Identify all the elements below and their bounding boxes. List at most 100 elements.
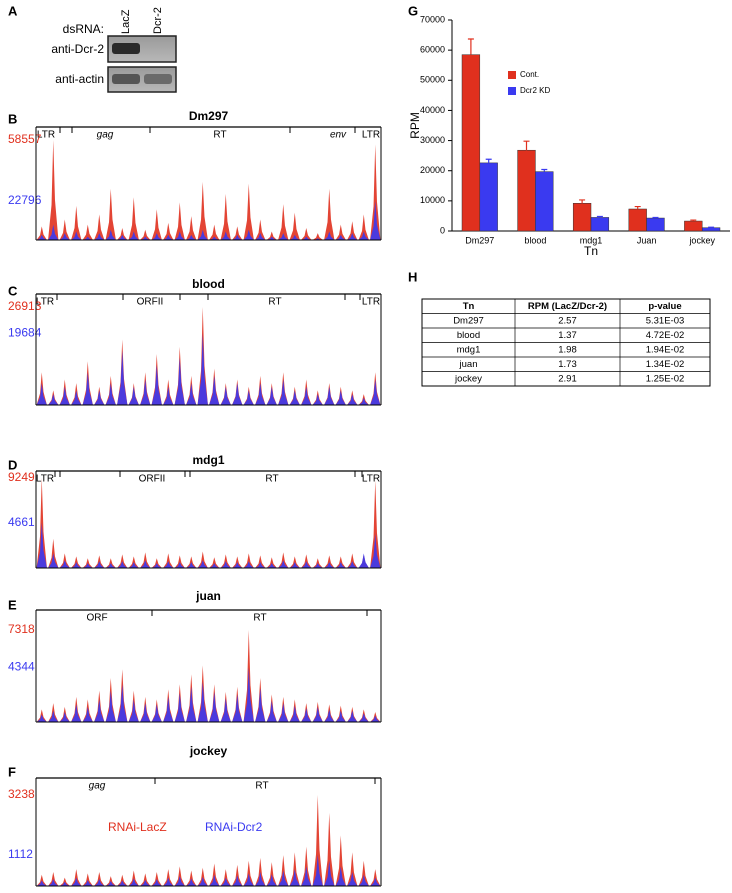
coverage-spike xyxy=(359,398,369,405)
legend-label: Cont. xyxy=(520,70,539,79)
coverage-spike xyxy=(278,380,288,405)
coverage-spike xyxy=(186,383,196,405)
table-cell: 4.72E-02 xyxy=(646,330,685,341)
legend-label: RNAi-LacZ xyxy=(108,820,167,834)
coverage-spike xyxy=(255,688,265,722)
coverage-spike xyxy=(37,714,47,722)
panel-title: juan xyxy=(195,589,221,603)
coverage-spike xyxy=(301,866,311,886)
lane-label: Dcr-2 xyxy=(152,7,164,34)
coverage-spike xyxy=(359,875,369,886)
coverage-spike xyxy=(278,871,288,886)
segment-label: RT xyxy=(213,130,226,141)
coverage-spike xyxy=(71,562,81,568)
x-tick-label: blood xyxy=(524,235,546,245)
segment-label: ORF xyxy=(86,613,107,624)
coverage-spike xyxy=(290,562,300,568)
coverage-spike xyxy=(117,880,127,886)
coverage-spike xyxy=(370,878,380,886)
segment-label: LTR xyxy=(362,297,380,308)
coverage-spike xyxy=(163,561,173,568)
segment-label: RT xyxy=(265,474,278,485)
coverage-spike xyxy=(117,350,127,405)
coverage-spike xyxy=(106,881,116,886)
coverage-spike xyxy=(60,882,70,886)
coverage-spike xyxy=(175,693,185,722)
y-tick-label: 10000 xyxy=(420,195,445,205)
blot-label: anti-Dcr-2 xyxy=(51,42,104,56)
coverage-spike xyxy=(244,873,254,886)
bar xyxy=(684,221,702,231)
y-tick-label: 0 xyxy=(440,225,445,235)
y-tick-label: 70000 xyxy=(420,14,445,24)
coverage-spike xyxy=(83,880,93,886)
coverage-spike xyxy=(152,365,162,405)
coverage-spike xyxy=(94,390,104,405)
coverage-spike xyxy=(347,233,357,240)
coverage-spike xyxy=(255,872,265,886)
bar xyxy=(702,228,720,231)
coverage-spike xyxy=(209,376,219,405)
max-label: 9249 xyxy=(8,470,35,484)
table-cell: 1.37 xyxy=(558,330,577,341)
table-cell: mdg1 xyxy=(457,344,481,355)
coverage-spike xyxy=(175,876,185,886)
coverage-spike xyxy=(106,563,116,568)
table-cell: Dm297 xyxy=(453,315,484,326)
coverage-spike xyxy=(198,333,208,405)
y-tick-label: 50000 xyxy=(420,75,445,85)
table-header: RPM (LacZ/Dcr-2) xyxy=(528,301,607,312)
panel-letter: G xyxy=(408,3,418,18)
max-label: 7318 xyxy=(8,622,35,636)
coverage-spike xyxy=(37,523,47,568)
coverage-spike xyxy=(313,394,323,405)
segment-label: LTR xyxy=(36,474,54,485)
table-cell: juan xyxy=(459,359,478,370)
coverage-spike xyxy=(117,235,127,240)
y-axis-label: RPM xyxy=(408,112,422,139)
coverage-spike xyxy=(94,879,104,886)
coverage-spike xyxy=(347,872,357,886)
bar xyxy=(647,218,665,231)
coverage-spike xyxy=(83,372,93,405)
lane-label: LacZ xyxy=(120,9,132,34)
segment-label: ORFII xyxy=(139,474,166,485)
coverage-spike xyxy=(152,704,162,722)
error-bar xyxy=(635,207,641,209)
coverage-spike xyxy=(71,878,81,886)
segment-label: env xyxy=(330,130,347,141)
coverage-spike xyxy=(175,358,185,405)
coverage-spike xyxy=(278,703,288,722)
coverage-spike xyxy=(60,712,70,722)
coverage-spike xyxy=(313,707,323,722)
coverage-spike xyxy=(221,561,231,568)
coverage-spike xyxy=(198,877,208,886)
coverage-spike xyxy=(267,701,277,722)
coverage-spike xyxy=(336,866,346,886)
table-cell: 1.94E-02 xyxy=(646,344,685,355)
bar xyxy=(480,163,498,231)
coverage-spike xyxy=(140,560,150,568)
panel-letter: C xyxy=(8,283,18,298)
coverage-spike xyxy=(290,706,300,722)
bar xyxy=(462,55,480,231)
coverage-spike xyxy=(221,878,231,886)
coverage-spike xyxy=(140,380,150,405)
coverage-spike xyxy=(267,387,277,405)
coverage-spike xyxy=(324,709,334,722)
segment-label: RT xyxy=(255,781,268,792)
band xyxy=(112,74,140,84)
segment-label: gag xyxy=(97,130,114,141)
coverage-spike xyxy=(37,383,47,405)
coverage-spike xyxy=(244,561,254,568)
coverage-spike xyxy=(163,697,173,722)
y-tick-label: 40000 xyxy=(420,105,445,115)
x-tick-label: Juan xyxy=(637,235,657,245)
coverage-spike xyxy=(198,560,208,568)
coverage-spike xyxy=(163,387,173,405)
band xyxy=(144,74,172,84)
coverage-spike xyxy=(244,390,254,405)
coverage-spike xyxy=(370,380,380,405)
coverage-spike xyxy=(186,687,196,722)
table-cell: 1.34E-02 xyxy=(646,359,685,370)
